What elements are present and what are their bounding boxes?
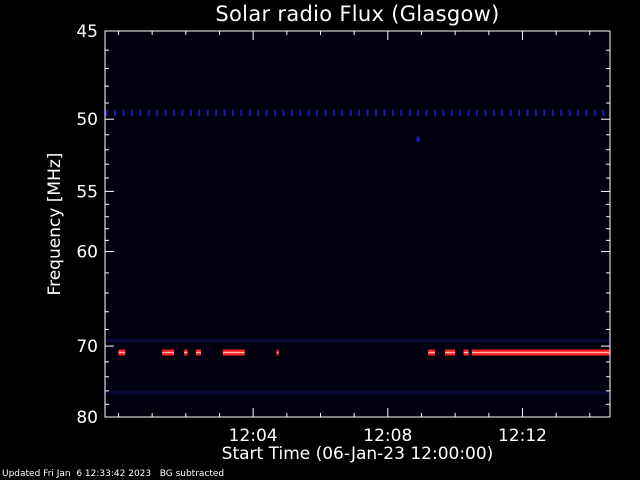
emission-core (471, 351, 610, 354)
footer-status: Updated Fri Jan 6 12:33:42 2023 BG subtr… (2, 469, 224, 479)
band-dot (189, 109, 192, 116)
band-dot (551, 109, 554, 116)
band-dot (274, 109, 277, 116)
x-tick-label: 12:08 (363, 426, 412, 446)
band-dot (509, 109, 512, 116)
band-dot (560, 109, 563, 116)
band-dot (231, 109, 234, 116)
band-dot (391, 109, 394, 116)
faint-bands (105, 338, 610, 395)
band-dot (467, 109, 470, 116)
band-dot (156, 109, 159, 116)
emission-core (445, 351, 456, 354)
x-tick-label: 12:12 (498, 426, 547, 446)
y-tick-label: 45 (76, 22, 98, 42)
axes: 45 50 55 60 70 80 12:04 12:08 12:12 (76, 22, 611, 446)
emission-core (184, 351, 188, 354)
y-axis-label: Frequency [MHz] (45, 152, 65, 296)
band-dot (602, 109, 605, 116)
band-dot (307, 109, 310, 116)
x-tick-label: 12:04 (229, 426, 278, 446)
band-dot (173, 109, 176, 116)
emission-core (118, 351, 126, 354)
band-dot (147, 109, 150, 116)
band-dot (358, 109, 361, 116)
emission-core (276, 351, 279, 354)
x-axis-label: Start Time (06-Jan-23 12:00:00) (221, 444, 494, 464)
band-dot (577, 109, 580, 116)
band-dot (400, 109, 403, 116)
band-dot (593, 109, 596, 116)
chart-title: Solar radio Flux (Glasgow) (215, 2, 500, 26)
blue-dotted-band (105, 109, 605, 143)
band-dot (484, 109, 487, 116)
band-dot (164, 109, 167, 116)
band-dot (130, 109, 133, 116)
band-dot (282, 109, 285, 116)
emission-core (222, 351, 245, 354)
band-dot (375, 109, 378, 116)
emission-core (195, 351, 201, 354)
band-dot (265, 109, 268, 116)
band-dot (585, 109, 588, 116)
emission-core (463, 351, 469, 354)
band-dot (459, 109, 462, 116)
y-tick-label: 70 (76, 337, 98, 357)
band-dot (341, 109, 344, 116)
updated-timestamp: Updated Fri Jan 6 12:33:42 2023 (2, 469, 152, 479)
band-dot (215, 109, 218, 116)
faint-band-upper (105, 338, 610, 343)
band-dot (248, 109, 251, 116)
band-dot (450, 109, 453, 116)
faint-band-lower (105, 390, 610, 395)
band-dot (492, 109, 495, 116)
band-dot (442, 109, 445, 116)
band-dot (476, 109, 479, 116)
band-dot (114, 109, 117, 116)
band-dot (568, 109, 571, 116)
emission-band (118, 349, 610, 356)
band-dot (299, 109, 302, 116)
y-tick-label: 60 (76, 243, 98, 263)
y-tick-label: 55 (76, 182, 98, 202)
emission-spot (416, 136, 421, 143)
y-tick-label: 50 (76, 110, 98, 130)
band-dot (366, 109, 369, 116)
emission-core (162, 351, 175, 354)
band-dot (257, 109, 260, 116)
band-dot (425, 109, 428, 116)
band-dot (534, 109, 537, 116)
band-dot (139, 109, 142, 116)
band-dot (417, 109, 420, 116)
band-dot (408, 109, 411, 116)
band-dot (198, 109, 201, 116)
band-dot (383, 109, 386, 116)
band-dot (122, 109, 125, 116)
band-dot (181, 109, 184, 116)
band-dot (332, 109, 335, 116)
emission-core (428, 351, 435, 354)
y-tick-label: 80 (76, 408, 98, 428)
band-dot (501, 109, 504, 116)
band-dot (223, 109, 226, 116)
band-dot (206, 109, 209, 116)
band-dot (526, 109, 529, 116)
band-dot (316, 109, 319, 116)
plot-frame (104, 30, 611, 418)
band-dot (290, 109, 293, 116)
band-dot (105, 109, 108, 116)
band-dot (518, 109, 521, 116)
band-dot (349, 109, 352, 116)
band-dot (240, 109, 243, 116)
bg-note: BG subtracted (159, 469, 225, 479)
band-dot (543, 109, 546, 116)
plot-area (105, 31, 610, 417)
band-dot (324, 109, 327, 116)
band-dot (433, 109, 436, 116)
